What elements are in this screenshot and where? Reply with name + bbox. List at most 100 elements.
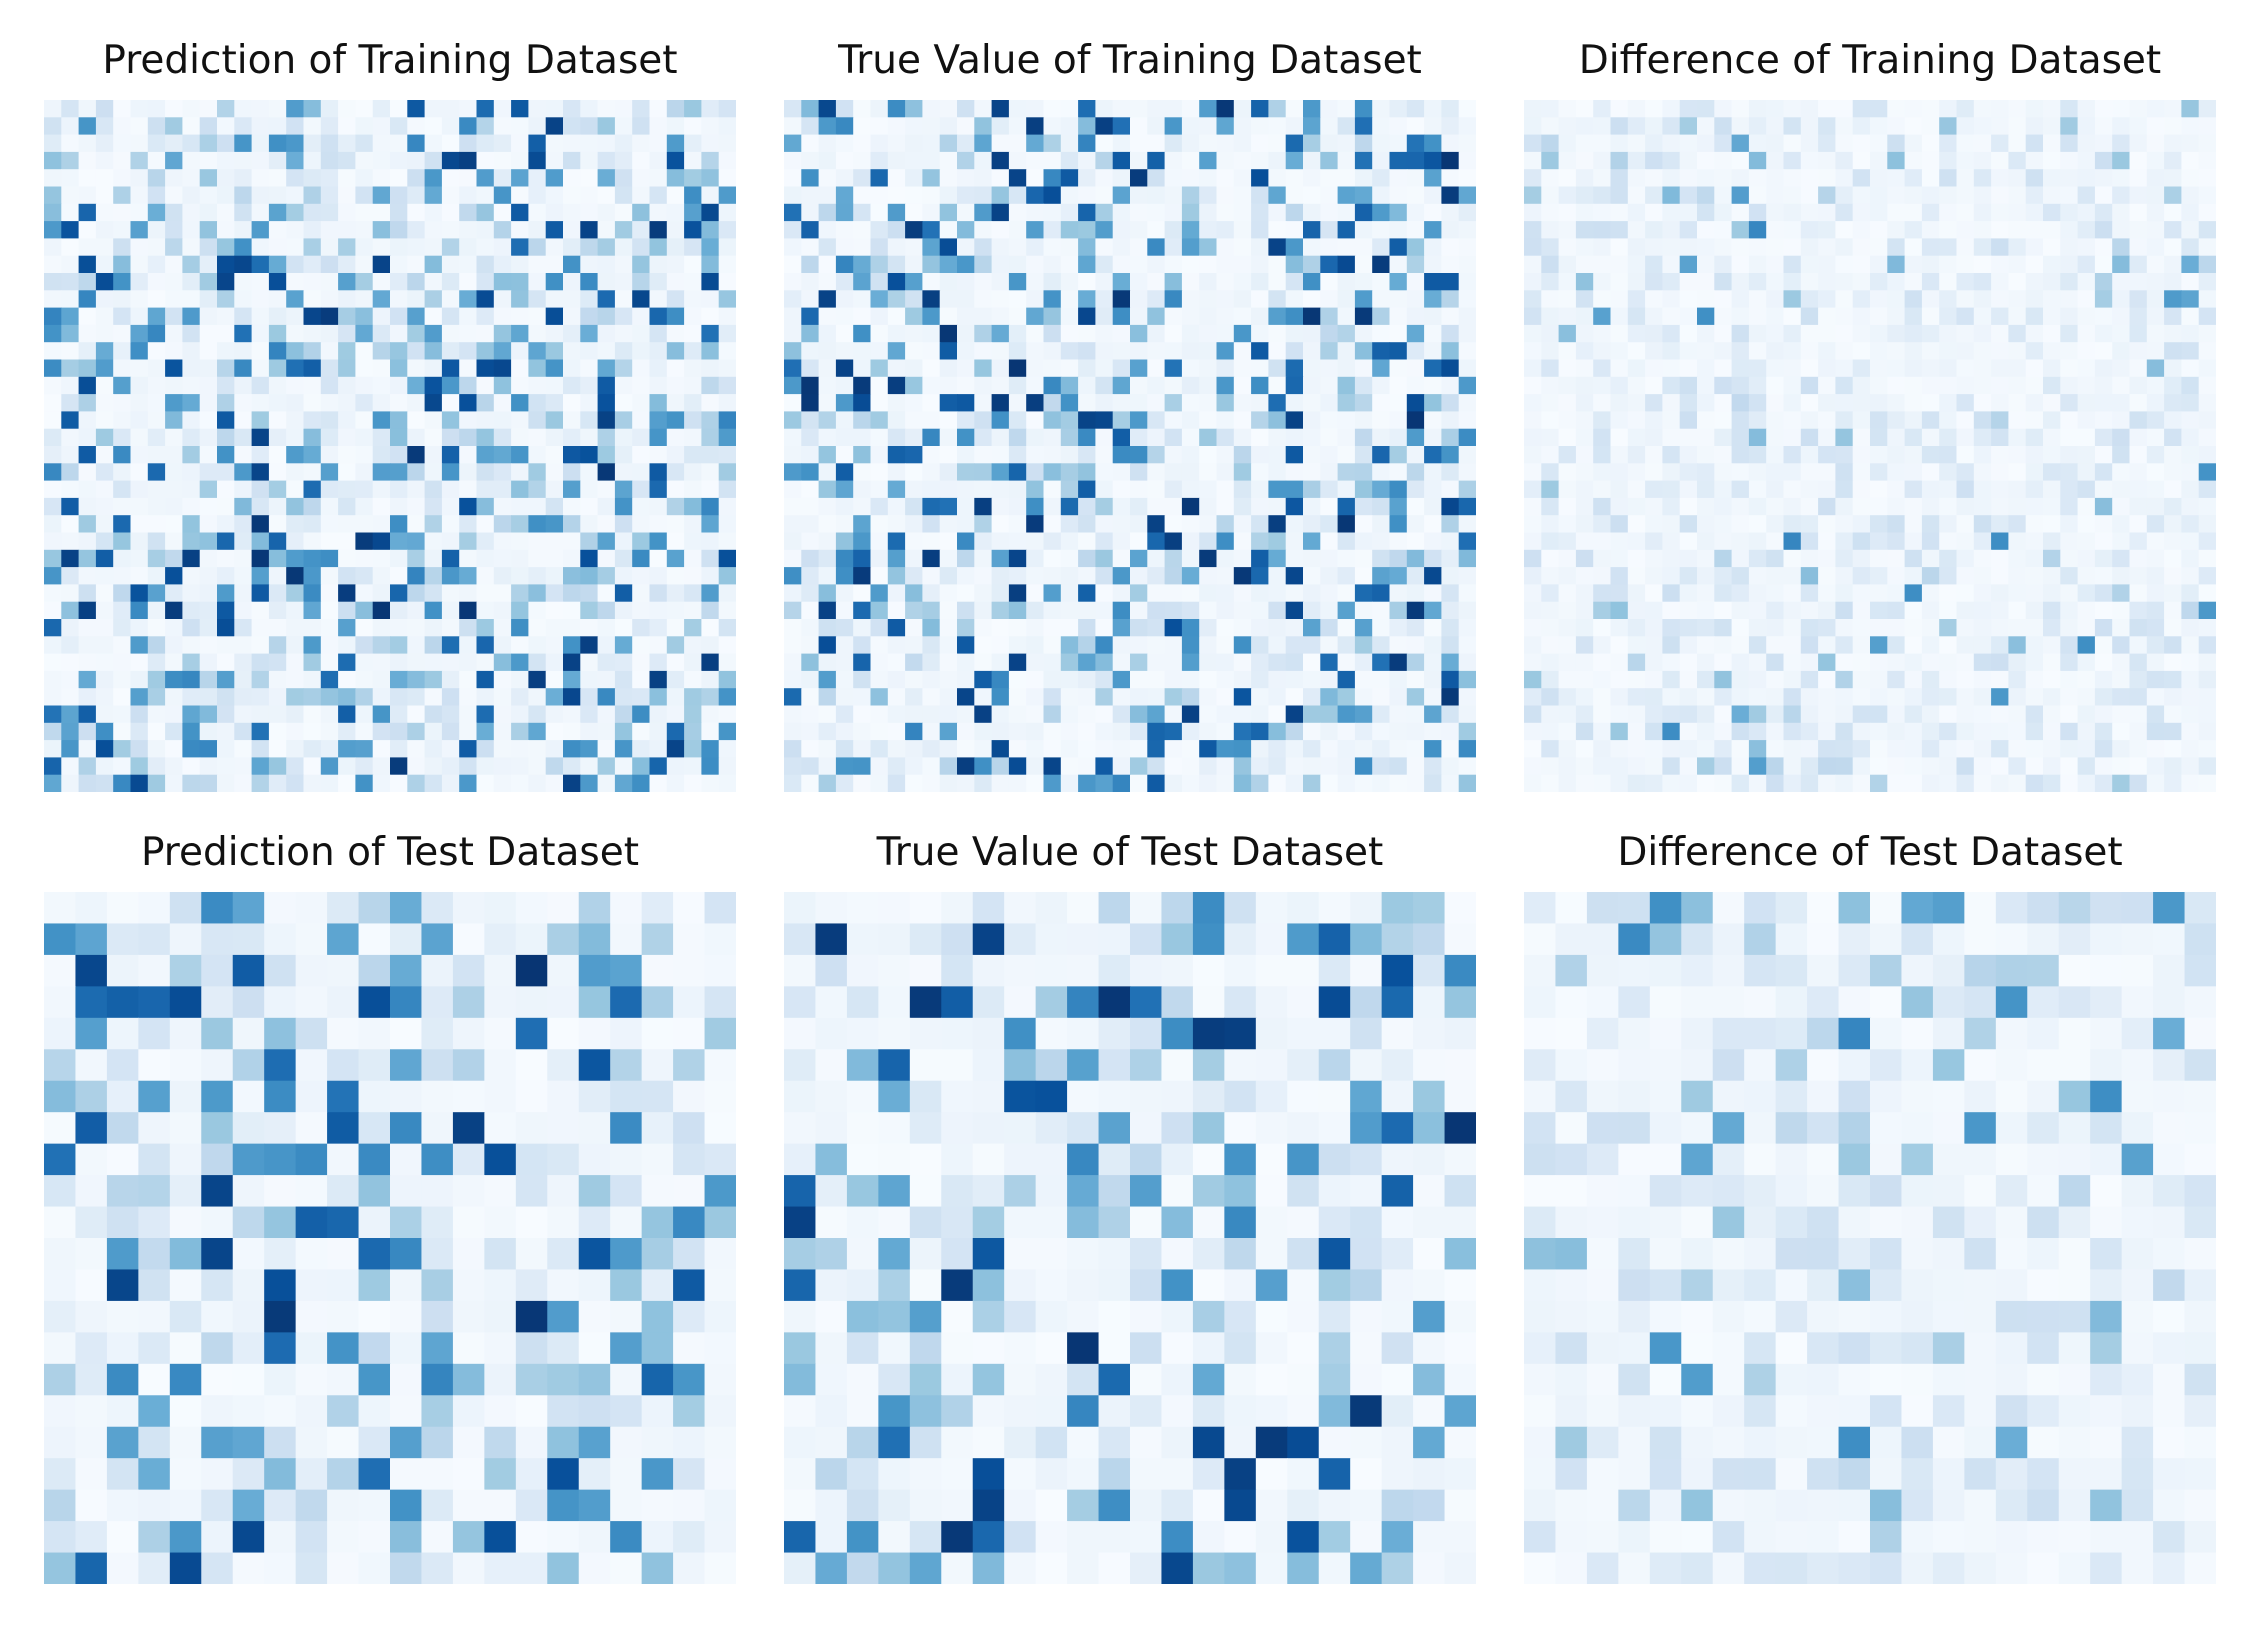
heatmap-cell [1852,497,1871,516]
heatmap-cell [1337,705,1356,724]
heatmap-cell [1887,117,1906,136]
heatmap-cell [1181,722,1200,741]
heatmap-cell [1610,117,1629,136]
heatmap-cell [1303,740,1321,758]
heatmap-cell [1991,307,2009,326]
heatmap-cell [1697,290,1715,309]
heatmap-cell [1078,134,1096,153]
heatmap-cell [355,151,374,170]
heatmap-cell [614,463,633,482]
heatmap-cell [701,619,720,637]
heatmap-cell [2043,688,2061,707]
heatmap-cell [1697,324,1715,343]
heatmap-cell [390,307,408,326]
heatmap-cell [78,688,97,707]
heatmap-cell [870,376,889,395]
heatmap-cell [234,342,253,361]
heatmap-cell [2008,238,2027,257]
heatmap-cell [268,273,287,291]
heatmap-cell [632,567,651,585]
heatmap-cell [887,567,906,585]
heatmap-cell [2025,359,2044,378]
heatmap-cell [1627,428,1646,447]
heatmap-cell [61,255,80,274]
heatmap-cell [165,186,183,205]
heatmap-cell [1627,411,1646,430]
heatmap-cell [1424,722,1442,741]
heatmap-cell [801,653,820,672]
heatmap-cell [1887,273,1906,291]
heatmap-cell [407,740,426,758]
heatmap-cell [922,601,941,620]
heatmap-cell [1887,307,1906,326]
heatmap-cell [614,705,633,724]
heatmap-cell [887,497,906,516]
heatmap-cell [338,515,356,534]
heatmap-cell [1424,169,1442,188]
heatmap-cell [1800,117,1819,136]
heatmap-cell [991,238,1010,257]
heatmap-cell [939,428,958,447]
heatmap-cell [545,307,564,326]
heatmap-cell [1320,774,1339,792]
heatmap-cell [147,428,166,447]
heatmap-cell [1973,273,1992,291]
heatmap-cell [1766,480,1785,499]
heatmap-cell [493,169,512,188]
heatmap-cell [1748,151,1767,170]
heatmap-cell [303,307,322,326]
heatmap-cell [545,740,564,758]
heatmap-cell [684,134,702,153]
heatmap-cell [182,411,201,430]
heatmap-cell [251,203,270,222]
heatmap-cell [957,203,975,222]
heatmap-cell [1354,567,1373,585]
heatmap-cell [1008,688,1027,707]
heatmap-cell [1610,497,1629,516]
heatmap-cell [597,186,616,205]
heatmap-cell [2198,238,2216,257]
heatmap-cell [1406,203,1425,222]
heatmap-cell [1424,688,1442,707]
heatmap-cell [390,324,408,343]
heatmap-cell [818,567,837,585]
heatmap-cell [905,273,923,291]
heatmap-cell [870,411,889,430]
heatmap-cell [320,376,339,395]
heatmap-cell [701,307,720,326]
heatmap-cell [286,446,305,464]
heatmap-cell [182,705,201,724]
heatmap-cell [1147,653,1166,672]
heatmap-cell [1645,584,1663,603]
heatmap-cell [372,273,391,291]
heatmap-cell [853,619,872,637]
heatmap-cell [870,117,889,136]
heatmap-cell [1610,394,1629,412]
heatmap-cell [922,394,941,412]
heatmap-cell [1610,636,1629,655]
heatmap-cell [784,532,802,551]
heatmap-cell [390,532,408,551]
heatmap-cell [2025,705,2044,724]
heatmap-cell [1991,722,2009,741]
heatmap-cell [476,740,495,758]
heatmap-cell [597,549,616,568]
heatmap-cell [563,670,581,689]
heatmap-cell [234,324,253,343]
heatmap-cell [372,151,391,170]
heatmap-cell [1939,601,1958,620]
heatmap-cell [511,636,529,655]
heatmap-cell [44,480,62,499]
heatmap-cell [545,757,564,776]
heatmap-cell [303,359,322,378]
heatmap-cell [217,134,235,153]
heatmap-cell [632,774,651,792]
heatmap-cell [1852,567,1871,585]
heatmap-cell [1337,688,1356,707]
heatmap-cell [1662,567,1681,585]
heatmap-cell [905,151,923,170]
heatmap-cell [268,653,287,672]
heatmap-cell [1164,446,1183,464]
heatmap-cell [614,376,633,395]
heatmap-cell [2025,497,2044,516]
